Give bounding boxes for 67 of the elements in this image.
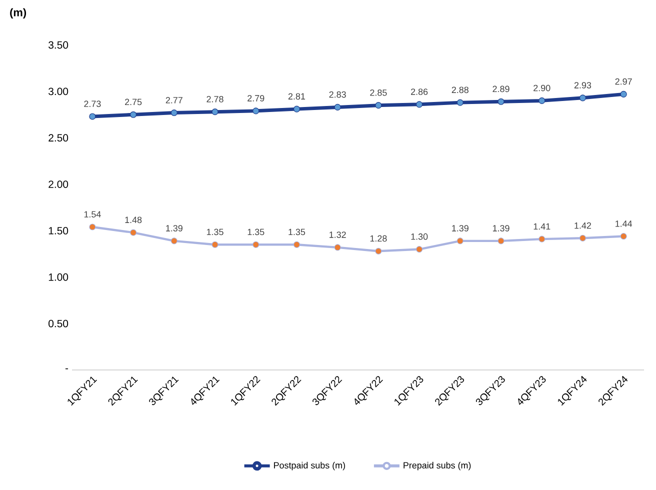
point: [620, 232, 627, 240]
point: [89, 224, 96, 230]
point: [130, 111, 137, 118]
y-tick-label: 1.50: [48, 227, 68, 234]
point: [456, 238, 464, 244]
data-label: 2.97: [615, 78, 632, 85]
legend-label: Prepaid subs (m): [404, 462, 471, 470]
data-label: 2.93: [574, 82, 592, 88]
data-label: 2.83: [329, 91, 346, 98]
data-label: 1.28: [370, 235, 387, 242]
y-tick-label: 2.00: [48, 180, 68, 188]
data-label: 1.35: [288, 228, 306, 236]
point: [416, 101, 423, 108]
data-label: 2.73: [84, 100, 101, 107]
point: [456, 99, 464, 106]
data-label: 1.42: [574, 222, 591, 229]
y-tick-label: 0.50: [48, 320, 68, 328]
point: [89, 113, 96, 120]
point: [498, 98, 504, 105]
point: [538, 236, 546, 242]
y-tick-label: 1.00: [48, 273, 68, 281]
data-label: 1.35: [206, 228, 224, 236]
point: [252, 108, 260, 114]
point: [498, 238, 504, 244]
point: [170, 109, 178, 116]
point: [579, 234, 586, 242]
point: [170, 238, 178, 244]
data-label: 2.86: [411, 88, 428, 95]
data-label: 1.44: [616, 220, 632, 227]
data-label: 2.85: [370, 89, 387, 96]
data-label: 1.32: [330, 232, 346, 238]
point: [334, 244, 341, 251]
point: [538, 97, 546, 104]
data-label: 2.79: [248, 95, 264, 102]
data-label: 1.30: [411, 233, 428, 240]
data-label: 2.75: [125, 98, 142, 106]
data-label: 2.90: [534, 84, 550, 92]
point: [293, 241, 300, 248]
y-tick-label: 3.50: [48, 41, 68, 49]
data-label: 1.48: [125, 216, 142, 224]
data-label: 1.39: [492, 225, 510, 232]
point: [620, 90, 627, 98]
data-label: 2.89: [492, 86, 510, 92]
y-tick-label: 2.50: [48, 134, 68, 142]
data-label: 1.39: [452, 225, 468, 232]
data-label: 1.41: [534, 223, 550, 230]
data-label: 2.78: [206, 96, 224, 102]
point: [212, 108, 218, 116]
point: [252, 241, 260, 248]
data-label: 1.39: [166, 225, 182, 232]
data-label: 2.88: [452, 86, 468, 94]
y-axis-title: (m): [10, 8, 26, 18]
y-tick-label: 3.00: [48, 88, 68, 96]
point: [212, 241, 218, 248]
data-label: 2.81: [288, 93, 306, 100]
data-label: 1.35: [248, 228, 264, 236]
point: [334, 104, 341, 110]
point: [293, 106, 300, 112]
y-tick-label: -: [65, 368, 68, 370]
point: [130, 229, 137, 236]
point: [375, 102, 382, 109]
point: [416, 246, 423, 253]
data-label: 1.54: [84, 211, 101, 218]
point: [579, 94, 586, 102]
legend-label: Postpaid subs (m): [274, 462, 345, 470]
point: [375, 248, 382, 254]
data-label: 2.77: [166, 97, 182, 104]
